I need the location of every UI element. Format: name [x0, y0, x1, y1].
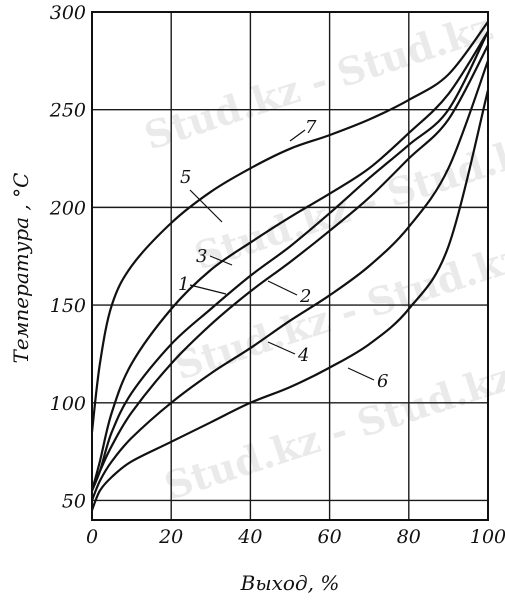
- y-tick-label: 100: [50, 393, 86, 415]
- y-tick-label: 150: [50, 295, 86, 317]
- series-line-3: [90, 30, 489, 491]
- curve-label-4: 4: [297, 345, 309, 366]
- curve-label-7: 7: [305, 117, 317, 138]
- series-line-6: [90, 89, 490, 511]
- curves: [90, 21, 490, 511]
- curve-label-leader: [267, 341, 296, 355]
- curve-label-leader: [189, 189, 223, 223]
- curve-label-3: 3: [196, 246, 207, 267]
- y-tick-label: 200: [49, 197, 86, 219]
- x-tick-label: 0: [86, 526, 98, 548]
- y-tick-labels: 50 100 150 200 250 300: [49, 2, 86, 512]
- x-tick-label: 80: [397, 526, 421, 548]
- curve-labels: 1 2 3 4 5 6 7: [178, 117, 388, 392]
- curve-label-5: 5: [180, 167, 191, 188]
- x-tick-label: 40: [237, 526, 262, 548]
- curve-label-leader: [347, 367, 375, 381]
- curve-label-leader: [189, 284, 227, 295]
- series-line-2: [90, 44, 489, 492]
- curve-label-6: 6: [377, 371, 388, 392]
- curve-label-leader: [267, 280, 298, 296]
- x-tick-labels: 0 20 40 60 80 100: [86, 526, 505, 548]
- y-tick-label: 250: [49, 100, 86, 122]
- plot-frame: [91, 11, 489, 521]
- series-line-4: [90, 60, 490, 501]
- y-tick-label: 300: [50, 2, 86, 24]
- y-tick-label: 50: [62, 490, 86, 512]
- x-tick-label: 60: [318, 526, 342, 548]
- curve-label-2: 2: [299, 286, 311, 307]
- x-axis-label: Выход, %: [240, 571, 340, 595]
- series-line-5: [90, 21, 489, 433]
- grid: [92, 12, 488, 520]
- y-axis-label: Температура , °С: [9, 173, 33, 364]
- series-line-1: [90, 31, 489, 492]
- curve-label-1: 1: [178, 274, 189, 295]
- curve-label-leader: [209, 255, 233, 266]
- x-tick-label: 100: [470, 526, 505, 548]
- x-tick-label: 20: [158, 526, 183, 548]
- watermark-text: Stud.kz - Stud.kz: [139, 4, 498, 159]
- curve-label-leader: [289, 129, 306, 142]
